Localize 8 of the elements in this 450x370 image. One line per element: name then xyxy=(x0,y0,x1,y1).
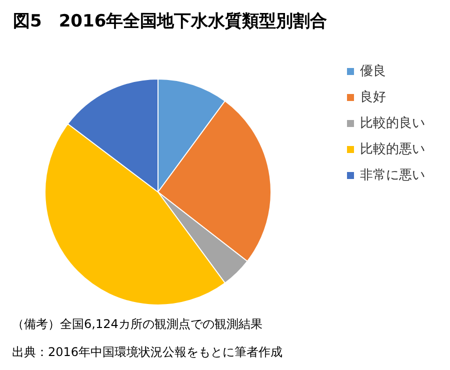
legend-label: 優良 xyxy=(360,64,386,79)
source-note: 出典：2016年中国環境状況公報をもとに筆者作成 xyxy=(12,345,283,359)
legend-label: 比較的良い xyxy=(360,116,425,131)
chart-title: 図5 2016年全国地下水水質類型別割合 xyxy=(13,12,328,32)
legend-label: 比較的悪い xyxy=(360,142,425,157)
legend-label: 非常に悪い xyxy=(360,168,425,183)
text: （備考）全国6,124カ所の観測点での観測結果 xyxy=(12,317,262,331)
legend-label: 良好 xyxy=(360,90,386,105)
